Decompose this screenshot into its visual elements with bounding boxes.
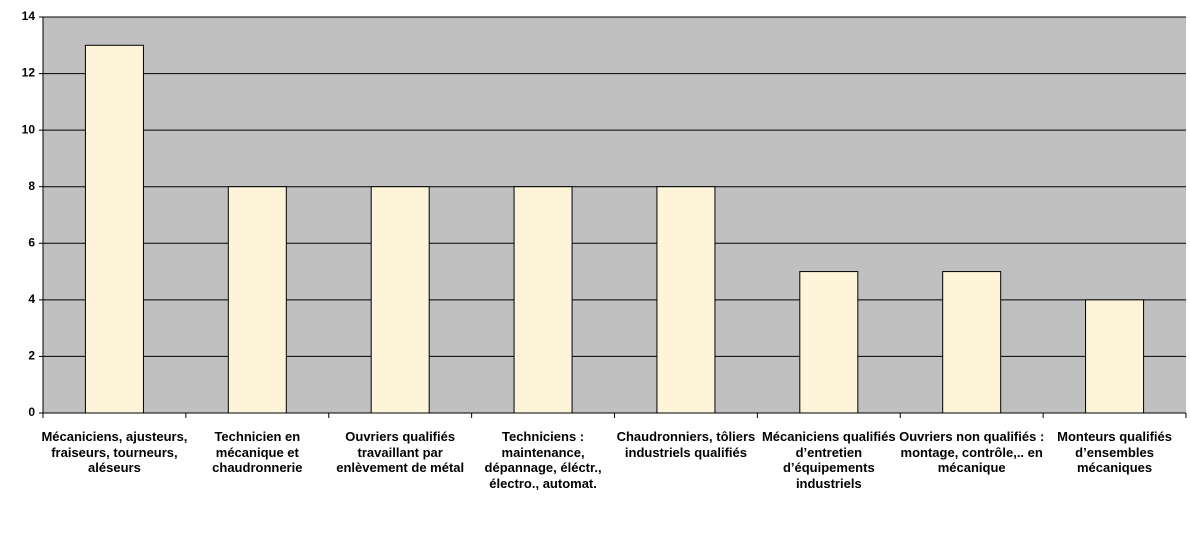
y-tick-label: 6 — [28, 235, 35, 249]
bar — [370, 186, 430, 414]
bar — [84, 44, 144, 414]
bar — [799, 271, 859, 414]
bar — [1085, 299, 1145, 414]
x-tick-label: Ouvriers non qualifiés : montage, contrô… — [899, 429, 1045, 475]
bar — [227, 186, 287, 414]
x-tick-label: Mécaniciens, ajusteurs, fraiseurs, tourn… — [41, 429, 188, 475]
x-tick-label: Technicien en mécanique et chaudronnerie — [212, 429, 303, 475]
x-tick-label: Techniciens : maintenance, dépannage, él… — [484, 429, 602, 491]
x-tick-label: Mécaniciens qualifiés d’entretien d’équi… — [761, 429, 896, 491]
x-tick-label: Chaudronniers, tôliers industriels quali… — [616, 429, 756, 460]
y-tick-label: 4 — [28, 292, 35, 306]
x-tick-label: Ouvriers qualifiés travaillant par enlèv… — [336, 429, 465, 475]
x-tick-label: Monteurs qualifiés d’ensembles mécanique… — [1057, 429, 1172, 475]
bar — [942, 271, 1002, 414]
y-tick-label: 8 — [28, 179, 35, 193]
plot-area — [43, 17, 1186, 413]
y-tick-label: 2 — [28, 349, 35, 363]
bar — [656, 186, 716, 414]
y-tick-label: 12 — [22, 66, 36, 80]
y-tick-label: 10 — [22, 122, 36, 136]
y-tick-label: 14 — [22, 9, 36, 23]
bar — [513, 186, 573, 414]
y-tick-label: 0 — [28, 405, 35, 419]
